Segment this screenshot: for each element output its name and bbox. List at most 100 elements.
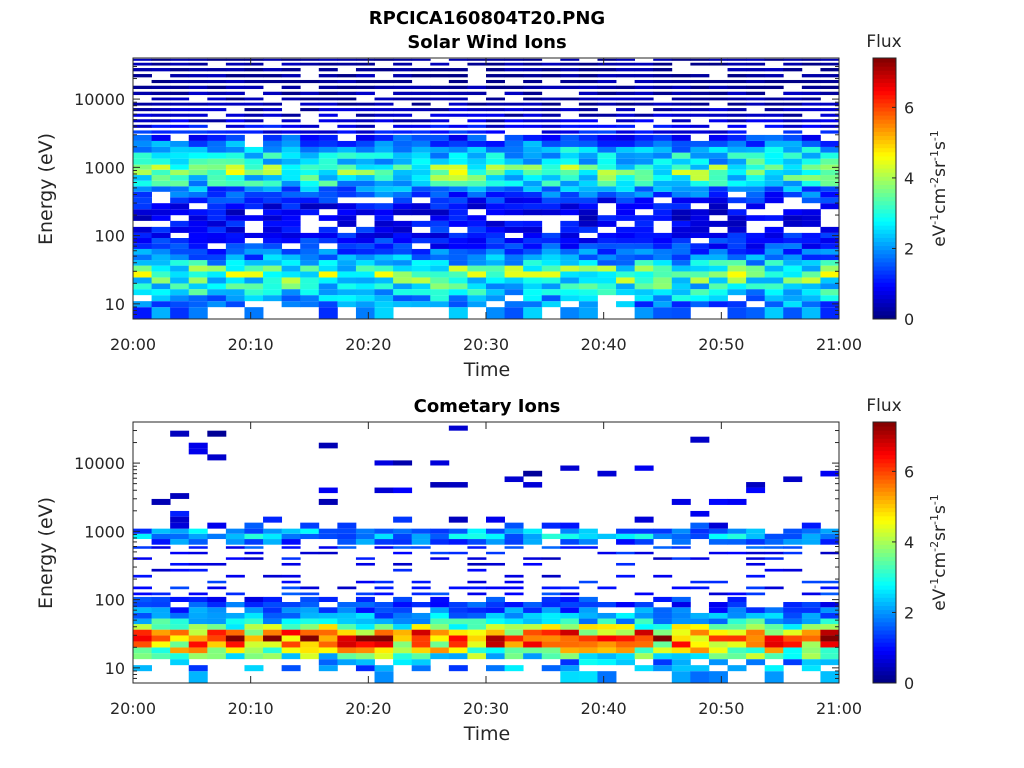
heatmap-cell bbox=[616, 74, 636, 78]
heatmap-cell bbox=[486, 175, 505, 181]
heatmap-cell bbox=[578, 203, 598, 210]
heatmap-cell bbox=[671, 277, 691, 284]
heatmap-cell bbox=[671, 307, 691, 319]
heatmap-cell bbox=[318, 140, 338, 147]
heatmap-cell bbox=[263, 220, 283, 227]
heatmap-cell bbox=[616, 164, 636, 170]
heatmap-cell bbox=[133, 180, 152, 187]
heatmap-cell bbox=[653, 102, 673, 106]
heatmap-cell bbox=[727, 607, 747, 613]
heatmap-cell bbox=[690, 653, 710, 660]
heatmap-cell bbox=[764, 283, 784, 290]
heatmap-cell bbox=[560, 186, 580, 192]
heatmap-cell bbox=[430, 186, 450, 192]
heatmap-cell bbox=[727, 277, 747, 284]
heatmap-cell bbox=[560, 68, 580, 72]
heatmap-cell bbox=[467, 568, 487, 572]
heatmap-cell bbox=[244, 124, 264, 128]
colorbar-swatch bbox=[873, 102, 896, 108]
heatmap-cell bbox=[616, 113, 636, 117]
heatmap-cell bbox=[448, 243, 468, 249]
heatmap-cell bbox=[783, 158, 803, 165]
heatmap-cell bbox=[671, 624, 691, 630]
heatmap-cell bbox=[170, 283, 190, 290]
heatmap-cell bbox=[634, 146, 654, 153]
heatmap-cell bbox=[690, 586, 710, 590]
heatmap-cell bbox=[300, 635, 320, 642]
heatmap-cell bbox=[616, 58, 636, 61]
heatmap-cell bbox=[170, 586, 190, 590]
heatmap-cell bbox=[653, 289, 673, 296]
heatmap-cell bbox=[708, 232, 728, 239]
heatmap-cell bbox=[671, 102, 691, 106]
heatmap-cell bbox=[448, 74, 468, 78]
heatmap-cell bbox=[151, 248, 171, 255]
heatmap-cell bbox=[523, 146, 543, 153]
heatmap-cell bbox=[560, 539, 580, 545]
heatmap-cell bbox=[801, 85, 821, 90]
heatmap-cell bbox=[690, 557, 710, 560]
heatmap-cell bbox=[560, 671, 580, 683]
heatmap-cell bbox=[244, 97, 264, 101]
x-axis: 20:00 20:10 20:20 20:30 20:40 20:50 21:00 bbox=[110, 422, 862, 718]
heatmap-cell bbox=[411, 659, 431, 666]
heatmap-cell bbox=[486, 85, 505, 90]
heatmap-cell bbox=[634, 551, 654, 555]
colorbar-swatch bbox=[873, 225, 896, 230]
heatmap-cell bbox=[727, 108, 747, 112]
heatmap-cell bbox=[504, 220, 524, 227]
heatmap-cell bbox=[430, 277, 450, 284]
heatmap-cell bbox=[504, 653, 524, 660]
heatmap-cell bbox=[300, 254, 320, 261]
heatmap-cell bbox=[597, 197, 617, 204]
heatmap-cell bbox=[318, 68, 338, 72]
heatmap-cell bbox=[374, 602, 394, 608]
heatmap-cell bbox=[746, 592, 766, 596]
heatmap-cell bbox=[393, 164, 413, 170]
heatmap-cell bbox=[430, 289, 450, 296]
heatmap-cell bbox=[188, 180, 208, 187]
heatmap-cell bbox=[708, 624, 728, 630]
heatmap-cell bbox=[820, 612, 840, 619]
heatmap-cell bbox=[188, 124, 208, 128]
heatmap-cell bbox=[708, 220, 728, 227]
heatmap-cell bbox=[597, 618, 617, 625]
heatmap-cell bbox=[783, 146, 803, 153]
heatmap-cell bbox=[300, 175, 320, 181]
heatmap-cell bbox=[486, 243, 505, 249]
heatmap-cell bbox=[207, 629, 227, 636]
heatmap-cell bbox=[578, 528, 598, 534]
colorbar-swatch bbox=[873, 495, 896, 500]
heatmap-cell bbox=[337, 124, 357, 128]
heatmap-cell bbox=[634, 62, 654, 66]
heatmap-cell bbox=[263, 124, 283, 128]
heatmap-cell bbox=[225, 152, 245, 159]
heatmap-cell bbox=[727, 220, 747, 227]
heatmap-cell bbox=[393, 220, 413, 227]
heatmap-cell bbox=[151, 647, 171, 654]
heatmap-cell bbox=[690, 618, 710, 625]
heatmap-cell bbox=[281, 665, 301, 672]
heatmap-cell bbox=[393, 238, 413, 244]
heatmap-cell bbox=[448, 220, 468, 227]
heatmap-cell bbox=[560, 130, 580, 134]
heatmap-cell bbox=[300, 124, 320, 128]
heatmap-cell bbox=[616, 197, 636, 204]
heatmap-cell bbox=[616, 124, 636, 128]
heatmap-cell bbox=[671, 140, 691, 147]
x-tick-label: 20:30 bbox=[463, 699, 509, 718]
heatmap-cell bbox=[634, 265, 654, 272]
heatmap-cell bbox=[170, 238, 190, 244]
x-tick-label: 20:20 bbox=[345, 699, 391, 718]
heatmap-cell bbox=[467, 301, 487, 308]
heatmap-cell bbox=[374, 220, 394, 227]
heatmap-cell bbox=[541, 238, 561, 244]
heatmap-cell bbox=[764, 152, 784, 159]
heatmap-cell bbox=[151, 169, 171, 176]
heatmap-cell bbox=[467, 102, 487, 106]
heatmap-cell bbox=[225, 574, 245, 578]
heatmap-cell bbox=[263, 265, 283, 272]
heatmap-cell bbox=[801, 254, 821, 261]
heatmap-cell bbox=[170, 124, 190, 128]
